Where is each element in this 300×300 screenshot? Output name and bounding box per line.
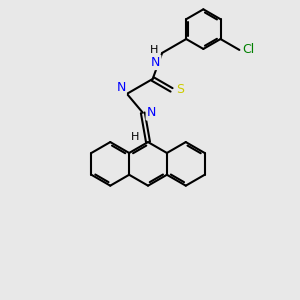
- Text: H: H: [117, 87, 125, 97]
- Text: N: N: [116, 81, 126, 94]
- Text: S: S: [176, 83, 184, 96]
- Text: N: N: [151, 56, 160, 69]
- Text: Cl: Cl: [242, 44, 255, 56]
- Text: H: H: [131, 132, 139, 142]
- Text: N: N: [147, 106, 156, 119]
- Text: H: H: [150, 45, 158, 55]
